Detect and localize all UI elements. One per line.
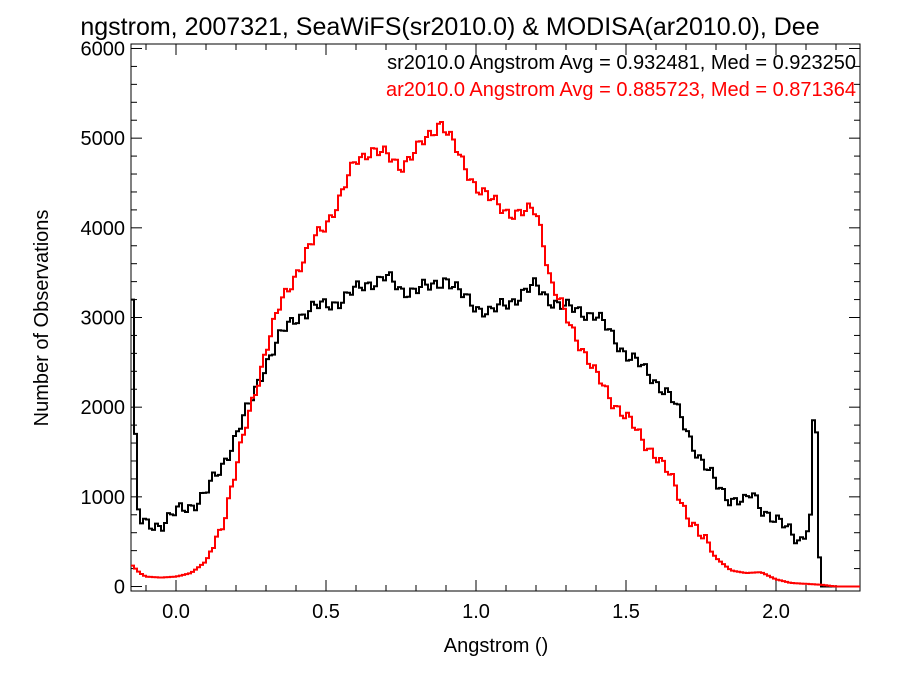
chart-title: ngstrom, 2007321, SeaWiFS(sr2010.0) & MO… (80, 13, 819, 41)
x-tick-label: 1.0 (462, 601, 490, 623)
legend-entry-1: sr2010.0 Angstrom Avg = 0.932481, Med = … (387, 52, 856, 74)
x-axis-label: Angstrom () (444, 635, 548, 657)
y-tick-label: 5000 (81, 128, 126, 150)
y-tick-label: 3000 (81, 308, 126, 330)
plot-area: 0.0 0.5 1.0 1.5 2.0 0 1000 2000 3000 4000 5000 600… (81, 38, 861, 623)
y-tick-label: 6000 (81, 38, 126, 60)
y-axis-ticks: 0 1000 2000 3000 4000 5000 6000 (81, 38, 860, 599)
x-tick-label: 1.5 (612, 601, 640, 623)
x-axis-ticks: 0.0 0.5 1.0 1.5 2.0 (145, 44, 837, 623)
legend: sr2010.0 Angstrom Avg = 0.932481, Med = … (386, 52, 856, 101)
y-axis-label: Number of Observations (31, 210, 53, 427)
x-tick-label: 0.0 (162, 601, 190, 623)
y-tick-label: 2000 (81, 397, 126, 419)
y-tick-label: 4000 (81, 218, 126, 240)
y-tick-label: 1000 (81, 487, 126, 509)
series-line-2 (131, 121, 860, 588)
series-layer (131, 121, 860, 588)
x-tick-label: 2.0 (762, 601, 790, 623)
y-tick-label: 0 (114, 577, 125, 599)
x-tick-label: 0.5 (312, 601, 340, 623)
legend-entry-2: ar2010.0 Angstrom Avg = 0.885723, Med = … (386, 79, 856, 101)
